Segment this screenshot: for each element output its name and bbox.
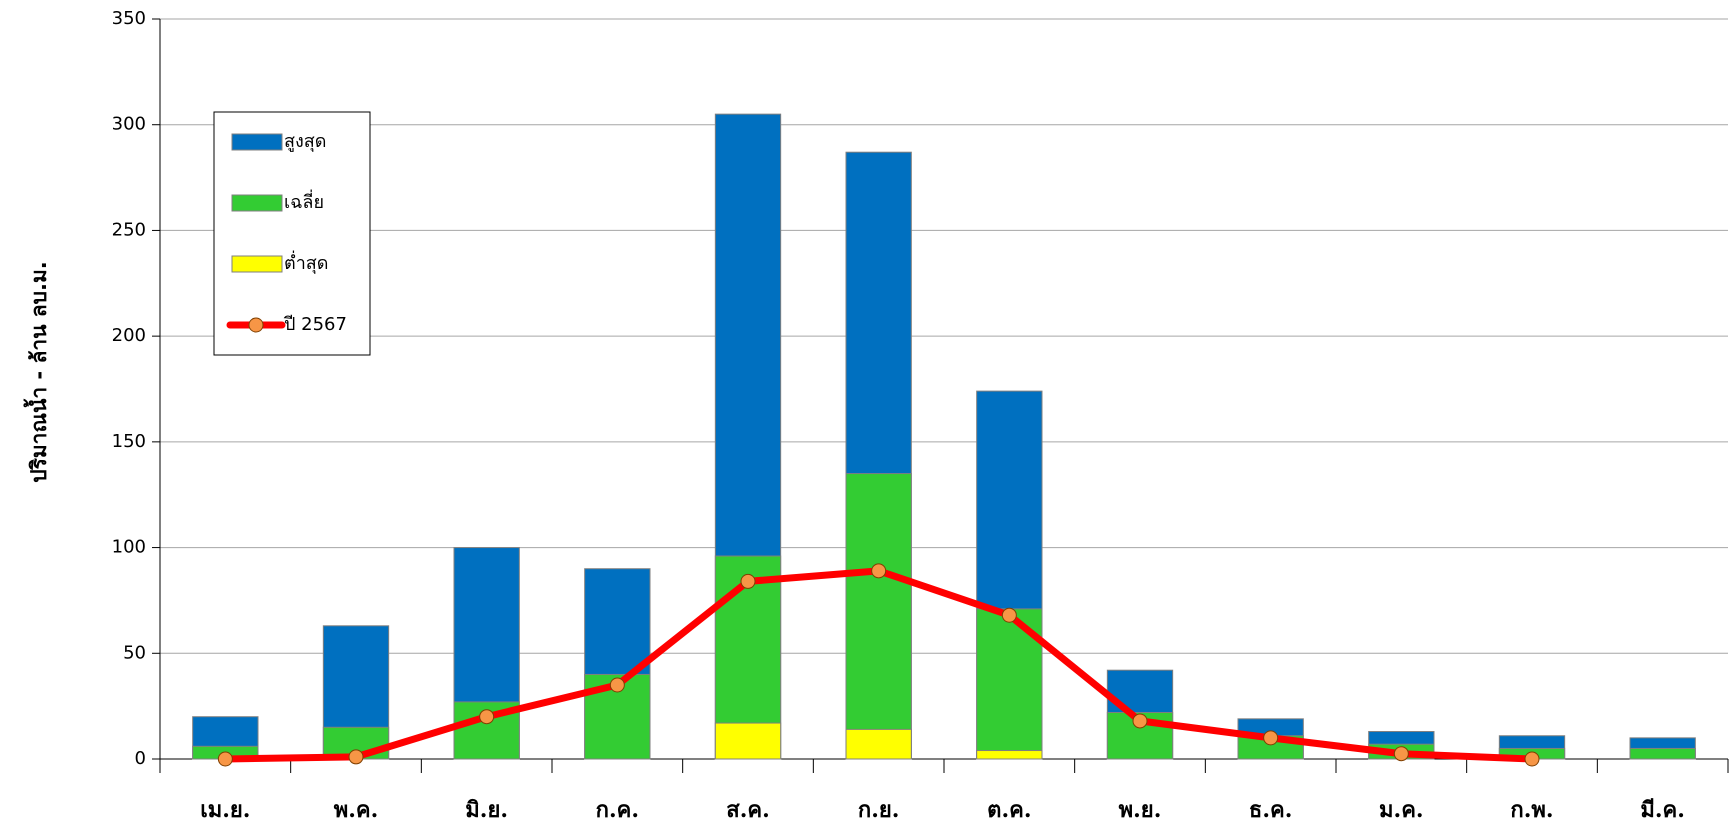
legend-box: [213, 111, 371, 356]
marker: [740, 573, 756, 589]
y-tick-label: 0: [135, 748, 146, 769]
marker: [1001, 607, 1017, 623]
legend-label: ต่ำสุด: [284, 250, 328, 274]
x-tick-label: ก.พ.: [1510, 797, 1553, 823]
legend-swatch: [231, 133, 283, 151]
y-tick-label: 250: [112, 219, 146, 240]
bar: [845, 728, 912, 760]
y-tick-label: 200: [112, 325, 146, 346]
marker: [1132, 713, 1148, 729]
marker: [609, 677, 625, 693]
x-tick-label: เม.ย.: [200, 797, 250, 823]
bar: [976, 750, 1043, 760]
marker: [348, 749, 364, 765]
x-tick-label: ส.ค.: [726, 797, 769, 823]
bar: [1629, 747, 1696, 760]
legend-swatch: [231, 194, 283, 212]
bar: [845, 473, 912, 760]
x-tick-label: ธ.ค.: [1249, 797, 1292, 823]
x-tick-label: ต.ค.: [987, 797, 1031, 823]
y-tick-label: 150: [112, 431, 146, 452]
y-tick-label: 50: [123, 642, 146, 663]
marker: [1524, 751, 1540, 767]
legend-marker: [248, 317, 264, 333]
x-tick-label: ก.ย.: [858, 797, 900, 823]
x-tick-label: มี.ค.: [1640, 797, 1685, 823]
legend-label: สูงสุด: [284, 131, 326, 152]
y-tick-label: 350: [112, 8, 146, 29]
legend-swatch: [231, 255, 283, 273]
legend-label: เฉลี่ย: [284, 189, 324, 213]
legend-label: ปี 2567: [284, 314, 347, 335]
marker: [1393, 746, 1409, 762]
marker: [871, 563, 887, 579]
marker: [479, 709, 495, 725]
x-tick-label: ก.ค.: [596, 797, 639, 823]
marker: [1263, 730, 1279, 746]
x-tick-label: ม.ค.: [1379, 797, 1424, 823]
x-tick-label: พ.ค.: [334, 797, 379, 823]
x-tick-label: พ.ย.: [1119, 797, 1162, 823]
y-tick-label: 100: [112, 537, 146, 558]
x-tick-label: มิ.ย.: [465, 797, 508, 823]
marker: [217, 751, 233, 767]
y-axis-label: ปริมาณน้ำ - ล้าน ลบ.ม.: [23, 261, 51, 483]
bar: [714, 722, 782, 760]
y-tick-label: 300: [112, 114, 146, 135]
